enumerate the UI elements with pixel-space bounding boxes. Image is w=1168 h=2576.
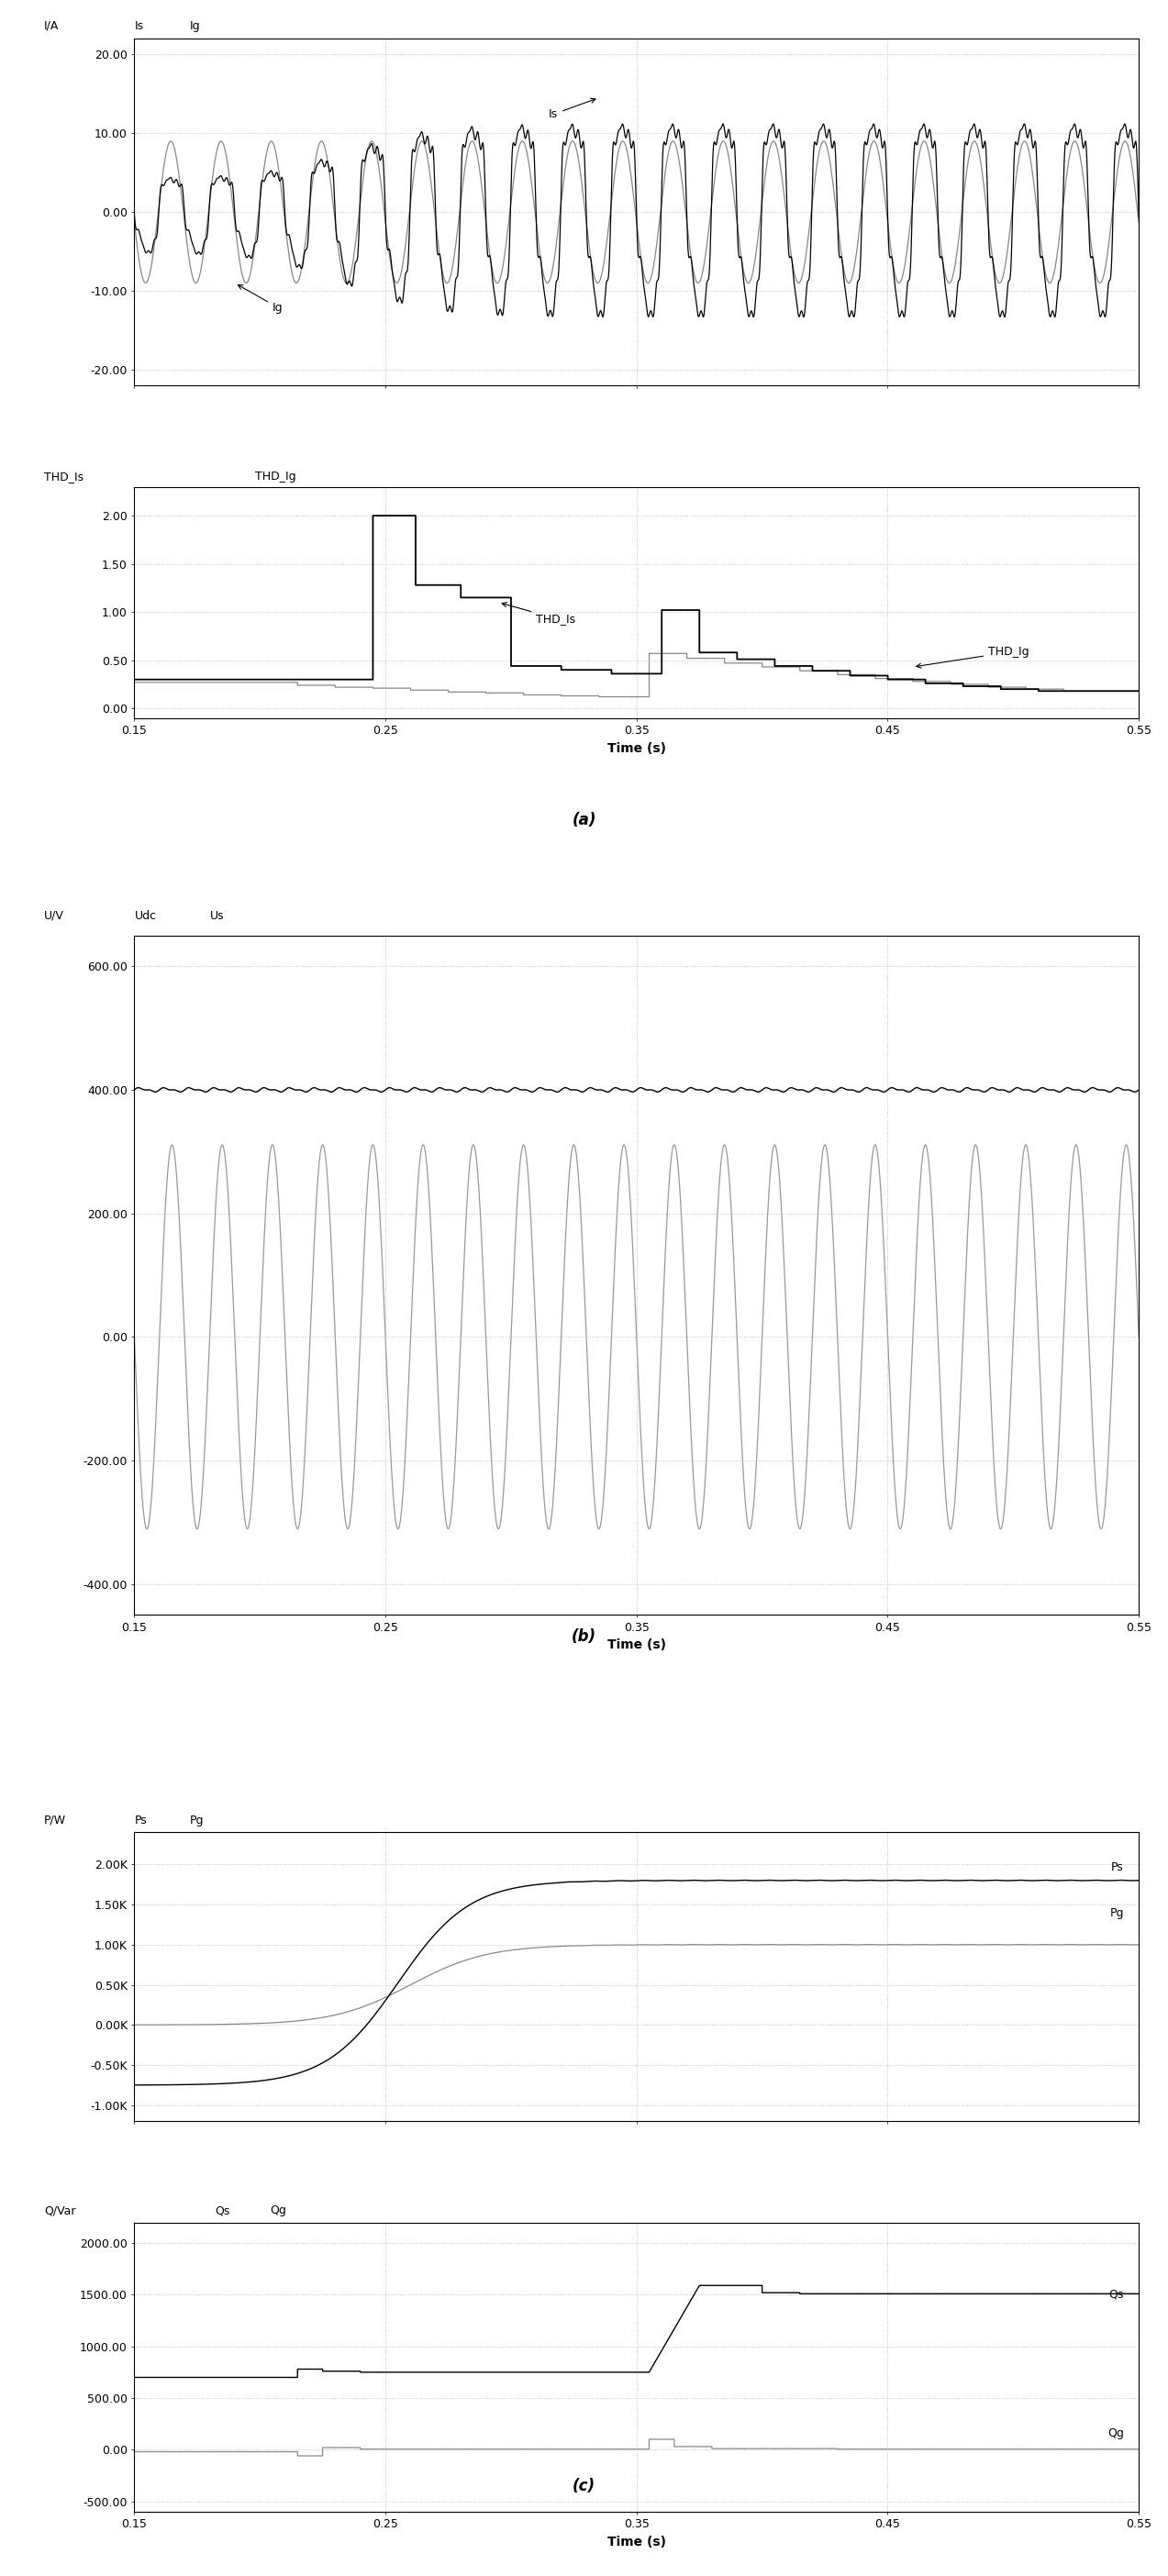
Text: Q/Var: Q/Var xyxy=(44,2205,76,2218)
Text: Ig: Ig xyxy=(189,21,200,31)
Text: Qg: Qg xyxy=(1107,2427,1124,2439)
Text: Us: Us xyxy=(210,909,224,922)
Text: (c): (c) xyxy=(572,2478,596,2494)
Text: Ps: Ps xyxy=(134,1814,147,1826)
Text: Ps: Ps xyxy=(1111,1860,1124,1873)
Text: Qg: Qg xyxy=(270,2205,286,2218)
Text: THD_Ig: THD_Ig xyxy=(255,471,296,482)
Text: Qs: Qs xyxy=(215,2205,230,2218)
Text: THD_Is: THD_Is xyxy=(502,603,576,623)
Text: Udc: Udc xyxy=(134,909,157,922)
Text: THD_Ig: THD_Ig xyxy=(917,647,1029,667)
Text: Is: Is xyxy=(549,98,596,121)
Text: Qs: Qs xyxy=(1108,2290,1124,2300)
Text: Is: Is xyxy=(134,21,144,31)
X-axis label: Time (s): Time (s) xyxy=(607,742,666,755)
X-axis label: Time (s): Time (s) xyxy=(607,2535,666,2548)
Text: I/A: I/A xyxy=(44,21,58,31)
Text: (b): (b) xyxy=(571,1628,597,1643)
Text: Ig: Ig xyxy=(238,286,283,314)
X-axis label: Time (s): Time (s) xyxy=(607,1638,666,1651)
Text: U/V: U/V xyxy=(44,909,64,922)
Text: P/W: P/W xyxy=(44,1814,67,1826)
Text: Pg: Pg xyxy=(189,1814,203,1826)
Text: THD_Is: THD_Is xyxy=(44,471,83,482)
Text: (a): (a) xyxy=(572,811,596,827)
Text: Pg: Pg xyxy=(1110,1906,1124,1919)
